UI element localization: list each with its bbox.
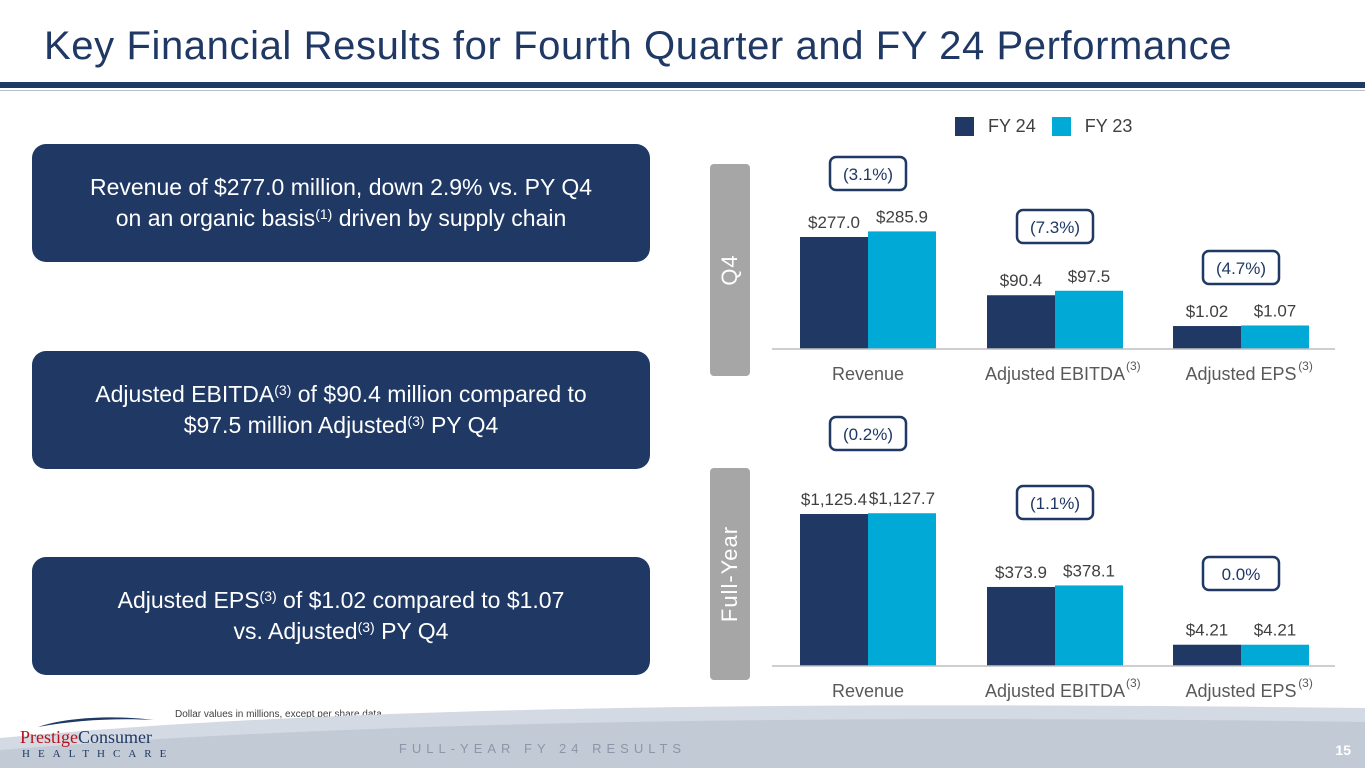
category-label-2: Adjusted EPS bbox=[1185, 681, 1296, 701]
highlight-eps-line1: Adjusted EPS(3) of $1.02 compared to $1.… bbox=[117, 587, 565, 613]
change-label-2: (4.7%) bbox=[1216, 259, 1266, 278]
highlight-ebitda: Adjusted EBITDA(3) of $90.4 million comp… bbox=[32, 351, 650, 469]
logo-swoosh-icon bbox=[38, 717, 154, 727]
bar-fy24-0 bbox=[800, 237, 868, 349]
data-label-fy24-2: $4.21 bbox=[1186, 621, 1229, 640]
bar-fy23-0 bbox=[868, 513, 936, 666]
change-label-0: (0.2%) bbox=[843, 425, 893, 444]
change-badge-1 bbox=[1015, 484, 1095, 521]
change-label-0: (3.1%) bbox=[843, 165, 893, 184]
change-label-2: 0.0% bbox=[1222, 565, 1261, 584]
category-label-1: Adjusted EBITDA bbox=[985, 681, 1125, 701]
data-label-fy24-0: $1,125.4 bbox=[801, 490, 867, 509]
q4-bar-chart: $277.0 $285.9 Revenue (3.1%) $90.4 $97.5 Adjus… bbox=[772, 155, 1335, 384]
bar-fy24-1 bbox=[987, 586, 1055, 666]
highlight-eps-line2: vs. Adjusted(3) PY Q4 bbox=[233, 618, 449, 644]
data-label-fy23-1: $378.1 bbox=[1063, 561, 1115, 580]
bar-fy23-0 bbox=[868, 231, 936, 349]
full-year-bar-chart: $1,125.4 $1,127.7 Revenue (0.2%) $373.9 $378.… bbox=[772, 415, 1335, 701]
data-label-fy24-1: $373.9 bbox=[995, 563, 1047, 582]
change-badge-2 bbox=[1201, 249, 1281, 286]
logo-wordmark: PrestigeConsumer bbox=[20, 727, 152, 747]
tab-full-year-label: Full-Year bbox=[717, 525, 742, 623]
bar-fy24-0 bbox=[800, 514, 868, 666]
legend-item-fy23: FY 23 bbox=[1051, 116, 1133, 137]
bar-fy24-2 bbox=[1173, 644, 1241, 666]
chart-legend: FY 24 FY 23 bbox=[955, 116, 1148, 137]
highlight-revenue: Revenue of $277.0 million, down 2.9% vs.… bbox=[32, 144, 650, 262]
category-footnote-1: (3) bbox=[1126, 676, 1141, 690]
highlight-revenue-line1: Revenue of $277.0 million, down 2.9% vs.… bbox=[89, 174, 593, 200]
bar-fy23-1 bbox=[1055, 585, 1123, 666]
change-label-1: (7.3%) bbox=[1030, 218, 1080, 237]
footer-title: FULL-YEAR FY 24 RESULTS bbox=[398, 741, 687, 756]
change-badge-0 bbox=[828, 155, 908, 192]
data-label-fy24-1: $90.4 bbox=[1000, 271, 1043, 290]
data-label-fy23-0: $1,127.7 bbox=[869, 489, 935, 508]
highlight-revenue-line2: on an organic basis(1) driven by supply … bbox=[115, 205, 567, 231]
data-label-fy23-2: $1.07 bbox=[1254, 301, 1297, 320]
bar-fy23-2 bbox=[1241, 644, 1309, 666]
category-label-1: Adjusted EBITDA bbox=[985, 364, 1125, 384]
logo-subtitle: HEALTHCARE bbox=[22, 748, 175, 760]
highlight-eps: Adjusted EPS(3) of $1.02 compared to $1.… bbox=[32, 557, 650, 675]
tab-q4-label: Q4 bbox=[717, 254, 742, 286]
title-rule bbox=[0, 82, 1365, 88]
legend-swatch-fy24 bbox=[955, 117, 974, 136]
change-badge-1 bbox=[1015, 208, 1095, 245]
page-title: Key Financial Results for Fourth Quarter… bbox=[44, 24, 1233, 68]
change-badge-2 bbox=[1201, 555, 1281, 592]
highlight-ebitda-line2: $97.5 million Adjusted(3) PY Q4 bbox=[183, 412, 499, 438]
data-label-fy23-2: $4.21 bbox=[1254, 621, 1297, 640]
data-label-fy23-0: $285.9 bbox=[876, 207, 928, 226]
legend-label-fy23: FY 23 bbox=[1084, 116, 1133, 136]
legend-swatch-fy23 bbox=[1051, 117, 1071, 136]
bar-fy23-1 bbox=[1055, 290, 1123, 349]
category-footnote-2: (3) bbox=[1298, 676, 1313, 690]
data-label-fy24-2: $1.02 bbox=[1186, 302, 1229, 321]
data-label-fy23-1: $97.5 bbox=[1068, 267, 1111, 286]
legend-label-fy24: FY 24 bbox=[988, 116, 1036, 136]
page-number: 15 bbox=[1335, 742, 1351, 758]
company-logo: PrestigeConsumer HEALTHCARE bbox=[20, 716, 170, 762]
category-footnote-1: (3) bbox=[1126, 359, 1141, 373]
category-footnote-2: (3) bbox=[1298, 359, 1313, 373]
change-badge-0 bbox=[828, 415, 908, 452]
tab-q4: Q4 bbox=[710, 164, 750, 376]
change-label-1: (1.1%) bbox=[1030, 494, 1080, 513]
tab-full-year: Full-Year bbox=[710, 468, 750, 680]
data-label-fy24-0: $277.0 bbox=[808, 213, 860, 232]
title-rule-thin bbox=[0, 90, 1365, 91]
bar-fy24-1 bbox=[987, 295, 1055, 349]
footnote: Dollar values in millions, except per sh… bbox=[175, 709, 385, 720]
bar-fy24-2 bbox=[1173, 326, 1241, 349]
highlight-ebitda-line1: Adjusted EBITDA(3) of $90.4 million comp… bbox=[95, 381, 587, 407]
category-label-0: Revenue bbox=[832, 364, 904, 384]
footer-wave bbox=[0, 705, 1365, 768]
category-label-0: Revenue bbox=[832, 681, 904, 701]
legend-item-fy24: FY 24 bbox=[955, 116, 1036, 137]
bar-fy23-2 bbox=[1241, 325, 1309, 349]
category-label-2: Adjusted EPS bbox=[1185, 364, 1296, 384]
